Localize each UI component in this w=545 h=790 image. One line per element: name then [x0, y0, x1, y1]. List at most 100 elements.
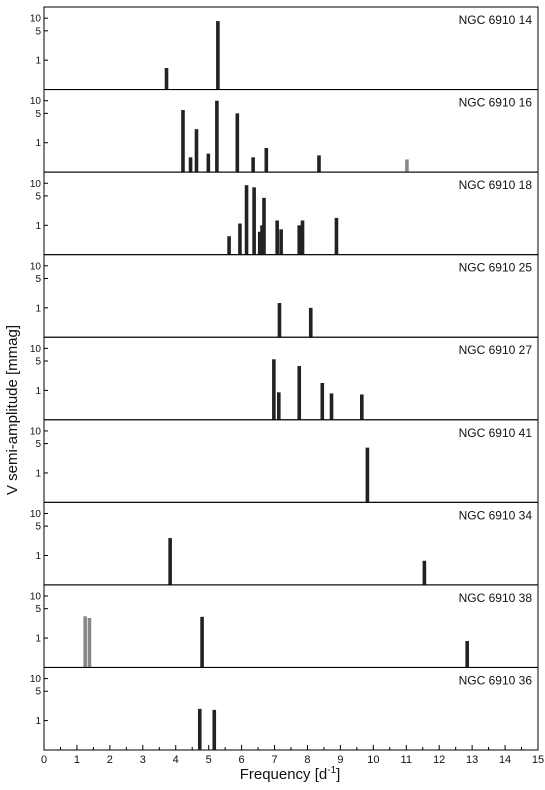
x-tick-label: 10	[367, 754, 379, 766]
y-tick-label: 10	[30, 261, 42, 272]
frequency-bar	[279, 229, 283, 255]
y-tick-label: 5	[35, 439, 41, 450]
y-tick-label: 1	[35, 716, 41, 727]
y-tick-label: 5	[35, 687, 41, 698]
y-tick-label: 10	[30, 14, 42, 25]
frequency-bar	[181, 110, 185, 173]
frequency-bar	[227, 236, 231, 255]
panel-star-label: NGC 6910 38	[459, 591, 533, 605]
y-tick-label: 10	[30, 426, 42, 437]
frequency-bar	[260, 225, 264, 255]
y-tick-label: 10	[30, 592, 42, 603]
x-tick-label: 6	[239, 754, 245, 766]
panel-star-label: NGC 6910 14	[459, 13, 533, 27]
frequency-bar	[188, 157, 193, 173]
y-tick-label: 5	[35, 26, 41, 37]
panel-3: 105 1 NGC 6910 18	[30, 171, 539, 256]
y-tick-label: 1	[35, 634, 41, 645]
frequency-bar	[168, 538, 172, 585]
y-tick-label: 10	[30, 179, 42, 190]
y-tick-label: 1	[35, 221, 41, 232]
x-tick-label: 8	[304, 754, 310, 766]
y-tick-label: 1	[35, 138, 41, 149]
frequency-bar	[275, 220, 279, 255]
frequency-bar	[244, 185, 249, 255]
frequency-bar	[277, 392, 281, 420]
panel-star-label: NGC 6910 27	[459, 343, 533, 357]
x-tick-label: 2	[107, 754, 113, 766]
frequency-bar	[329, 393, 334, 420]
x-tick-label: 12	[433, 754, 445, 766]
frequency-bar	[200, 616, 204, 668]
panel-star-label: NGC 6910 34	[459, 508, 533, 522]
frequency-bar	[334, 217, 339, 255]
frequency-bar	[405, 159, 409, 173]
x-tick-label: 14	[499, 754, 511, 766]
y-tick-label: 5	[35, 604, 41, 615]
x-axis-title: Frequency [d-1]	[240, 765, 341, 783]
frequency-bar	[164, 68, 169, 90]
panel-star-label: NGC 6910 16	[459, 96, 533, 110]
y-tick-label: 10	[30, 509, 42, 520]
frequency-bar	[277, 303, 282, 338]
x-tick-label: 7	[271, 754, 277, 766]
frequency-bar	[216, 21, 220, 90]
y-axis-title: V semi-amplitude [mmag]	[4, 325, 21, 495]
y-tick-label: 10	[30, 674, 42, 685]
frequency-bar	[297, 225, 302, 255]
y-tick-label: 5	[35, 109, 41, 120]
y-tick-label: 10	[30, 96, 42, 107]
x-tick-label: 11	[401, 754, 412, 766]
panel-8: 105 1 NGC 6910 38	[30, 584, 539, 668]
y-tick-label: 1	[35, 551, 41, 562]
frequency-bar	[252, 187, 256, 255]
frequency-bar	[320, 382, 325, 420]
x-tick-label: 4	[173, 754, 179, 766]
x-axis: 0 1 2 3 4 5 6 7 8 9 10 11 12 13 14 15	[41, 745, 544, 766]
frequency-bar	[465, 641, 469, 668]
frequency-bar	[194, 129, 199, 173]
frequency-bar	[317, 155, 321, 173]
panel-2: 10 5 1 NGC 6910 16	[30, 89, 539, 173]
frequency-bar	[197, 708, 202, 750]
frequency-bar	[251, 157, 255, 173]
panel-star-label: NGC 6910 36	[459, 673, 533, 687]
panel-9: 10 5 1 NGC 6910 36	[30, 666, 539, 751]
frequency-bar	[365, 447, 370, 503]
frequency-bar	[215, 100, 219, 173]
y-tick-label: 1	[35, 303, 41, 314]
frequency-bar	[297, 366, 302, 420]
y-tick-label: 1	[35, 468, 41, 479]
frequency-bar	[83, 616, 87, 668]
panel-star-label: NGC 6910 41	[459, 426, 533, 440]
frequency-bar	[262, 197, 266, 255]
x-tick-label: 13	[466, 754, 478, 766]
frequency-bar	[212, 709, 217, 750]
frequency-bar	[300, 220, 305, 255]
x-tick-label: 0	[41, 754, 47, 766]
panel-4: 10 5 1 NGC 6910 25	[30, 254, 539, 338]
panel-1: 105 1 NGC 6910 14	[30, 6, 539, 91]
frequency-bar	[235, 113, 240, 173]
frequency-bar	[308, 307, 313, 338]
panel-5: 10 5 1 NGC 6910 27	[30, 336, 539, 421]
x-tick-label: 9	[337, 754, 343, 766]
y-tick-label: 5	[35, 191, 41, 202]
y-tick-label: 1	[35, 386, 41, 397]
y-tick-label: 1	[35, 56, 41, 67]
frequency-bar	[238, 223, 242, 255]
y-tick-label: 10	[30, 344, 42, 355]
frequency-bar	[264, 147, 269, 173]
x-tick-label: 3	[140, 754, 146, 766]
x-axis-title-superscript: -1	[327, 765, 336, 776]
panel-7: 10 5 1 NGC 6910 34	[30, 501, 539, 586]
x-tick-label: 1	[74, 754, 80, 766]
frequency-bar	[257, 231, 262, 255]
x-axis-title-close: ]	[336, 766, 340, 783]
frequency-bar	[422, 560, 427, 585]
y-tick-label: 5	[35, 274, 41, 285]
panel-6: 10 5 1 NGC 6910 41	[30, 419, 539, 503]
x-axis-title-text: Frequency [d	[240, 766, 328, 783]
